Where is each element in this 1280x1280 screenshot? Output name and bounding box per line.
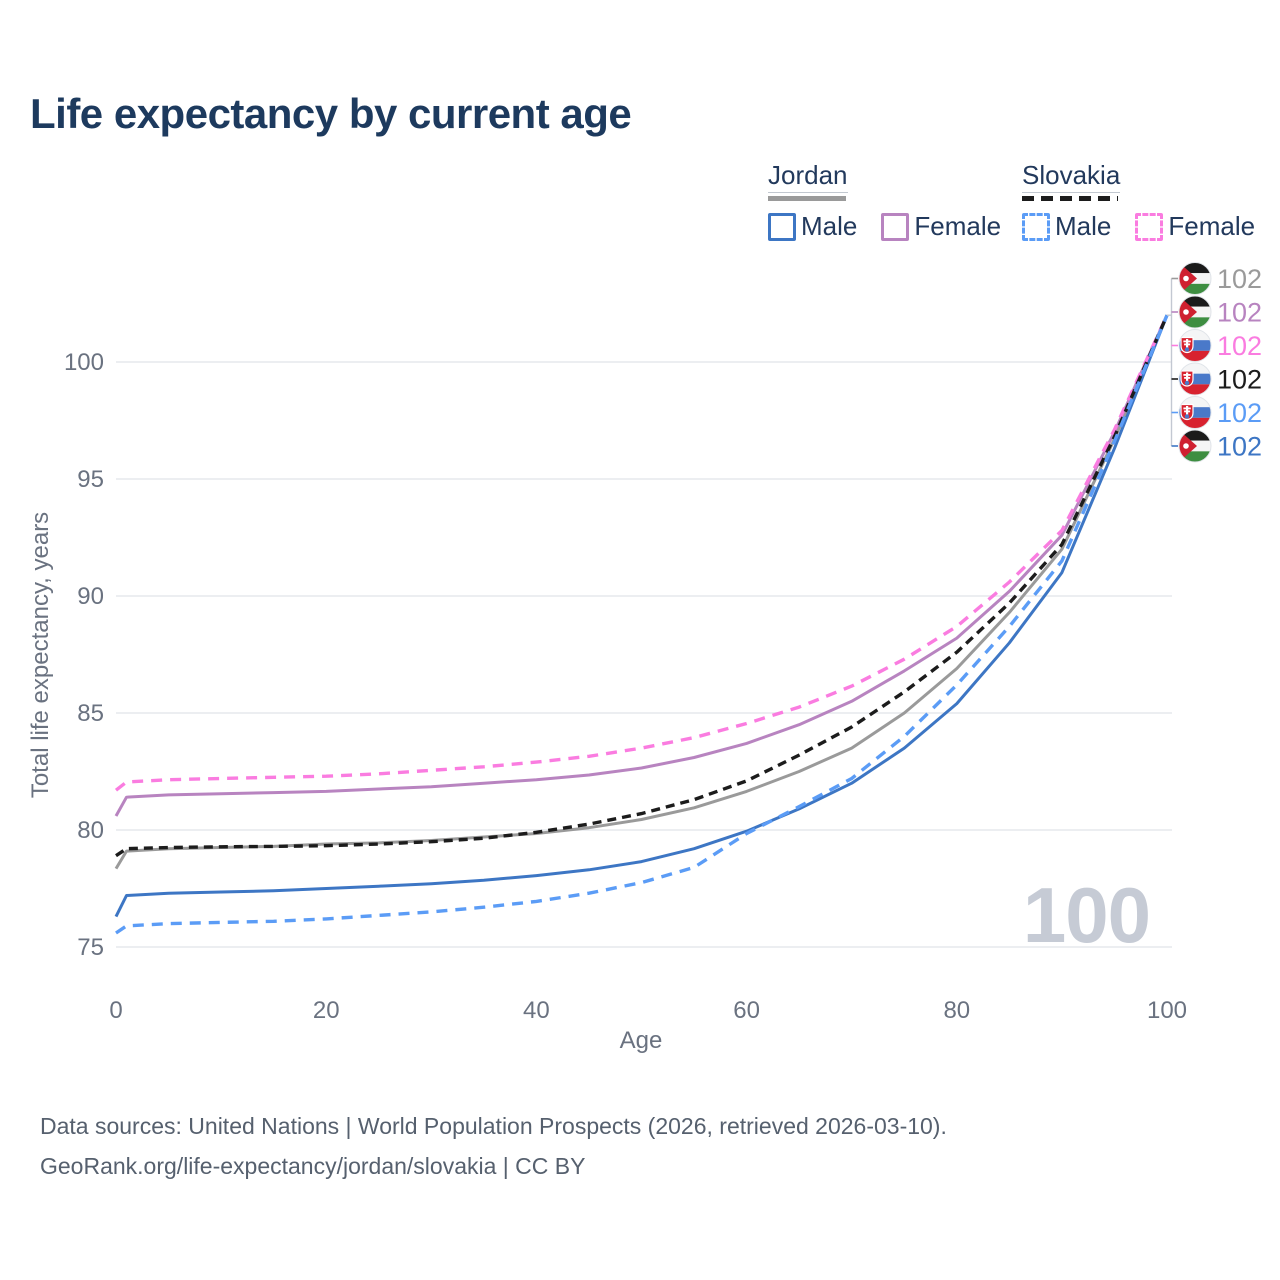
legend-group-slovakia: Slovakia Male Female (1022, 160, 1255, 242)
y-tick-95: 95 (77, 466, 104, 493)
slovakia-flag-icon (1179, 363, 1211, 395)
legend-country-jordan[interactable]: Jordan (768, 160, 848, 193)
end-label-jordan-male: 102 (1171, 429, 1262, 463)
footer: Data sources: United Nations | World Pop… (40, 1106, 1240, 1187)
series-line-jordan-female (114, 314, 1169, 817)
x-tick-80: 80 (943, 997, 970, 1024)
end-label-slovakia-female: 102 (1171, 329, 1262, 362)
legend-group-jordan: Jordan Male Female (768, 160, 1001, 242)
legend-slovakia-line-style-sample (1022, 196, 1118, 201)
legend-item-slovakia-female[interactable]: Female (1135, 211, 1255, 242)
legend-item-jordan-female[interactable]: Female (881, 211, 1001, 242)
axis-ticks: 75 80 85 90 95 100 0 20 40 60 80 100 (64, 349, 1187, 1024)
legend-label-jordan-male: Male (801, 211, 858, 241)
legend-item-jordan-male[interactable]: Male (768, 211, 857, 242)
end-label-slovakia-male: 102 (1171, 396, 1262, 429)
y-tick-75: 75 (77, 934, 104, 961)
x-axis-title: Age (620, 1027, 663, 1054)
x-tick-100: 100 (1147, 997, 1187, 1024)
legend-country-slovakia[interactable]: Slovakia (1022, 160, 1121, 193)
legend-label-jordan-female: Female (914, 211, 1002, 241)
end-value-slovakia-female: 102 (1217, 331, 1262, 361)
series-line-slovakia-female (114, 314, 1169, 792)
age-counter-watermark: 100 (1022, 871, 1151, 959)
legend: Jordan Male Female Slovakia Male Female (0, 0, 1280, 250)
legend-items-slovakia: Male Female (1022, 211, 1255, 242)
jordan-flag-icon (1179, 262, 1211, 295)
legend-swatch-slovakia-male (1022, 212, 1050, 241)
legend-label-slovakia-male: Male (1055, 211, 1112, 241)
y-tick-90: 90 (77, 583, 104, 610)
legend-item-slovakia-male[interactable]: Male (1022, 211, 1111, 242)
gridlines (116, 361, 1172, 948)
x-tick-60: 60 (733, 997, 760, 1024)
end-label-slovakia-both: 102 (1171, 362, 1262, 396)
x-tick-20: 20 (313, 997, 340, 1024)
y-axis-title: Total life expectancy, years (27, 512, 54, 798)
end-label-jordan-both: 102 (1171, 262, 1262, 295)
footer-attribution: GeoRank.org/life-expectancy/jordan/slova… (40, 1153, 586, 1180)
slovakia-flag-icon (1179, 396, 1211, 429)
x-tick-40: 40 (523, 997, 550, 1024)
legend-items-jordan: Male Female (768, 211, 1001, 242)
footer-data-sources: Data sources: United Nations | World Pop… (40, 1113, 947, 1139)
end-label-jordan-female: 102 (1171, 295, 1262, 329)
end-value-slovakia-both: 102 (1217, 365, 1262, 395)
y-tick-85: 85 (77, 700, 104, 727)
x-tick-0: 0 (109, 997, 122, 1024)
end-value-jordan-male: 102 (1217, 432, 1262, 462)
slovakia-flag-icon (1179, 329, 1211, 362)
legend-swatch-jordan-female (881, 212, 910, 241)
legend-label-slovakia-female: Female (1168, 211, 1256, 241)
series-line-slovakia-male (115, 314, 1169, 935)
series-line-jordan-both (114, 314, 1169, 870)
series-line-slovakia-both (115, 314, 1169, 858)
jordan-flag-icon (1179, 430, 1211, 462)
page-title: Life expectancy by current age (30, 90, 632, 137)
legend-swatch-jordan-male (768, 212, 796, 241)
series-line-jordan-male (114, 314, 1169, 918)
series-lines (114, 314, 1169, 935)
end-value-jordan-female: 102 (1217, 298, 1262, 328)
end-value-slovakia-male: 102 (1217, 398, 1262, 428)
legend-jordan-line-style-sample (768, 196, 846, 201)
y-tick-80: 80 (77, 817, 104, 844)
y-tick-100: 100 (64, 349, 104, 376)
legend-swatch-slovakia-female (1135, 212, 1164, 241)
jordan-flag-icon (1179, 296, 1211, 328)
end-value-jordan-both: 102 (1217, 264, 1262, 294)
